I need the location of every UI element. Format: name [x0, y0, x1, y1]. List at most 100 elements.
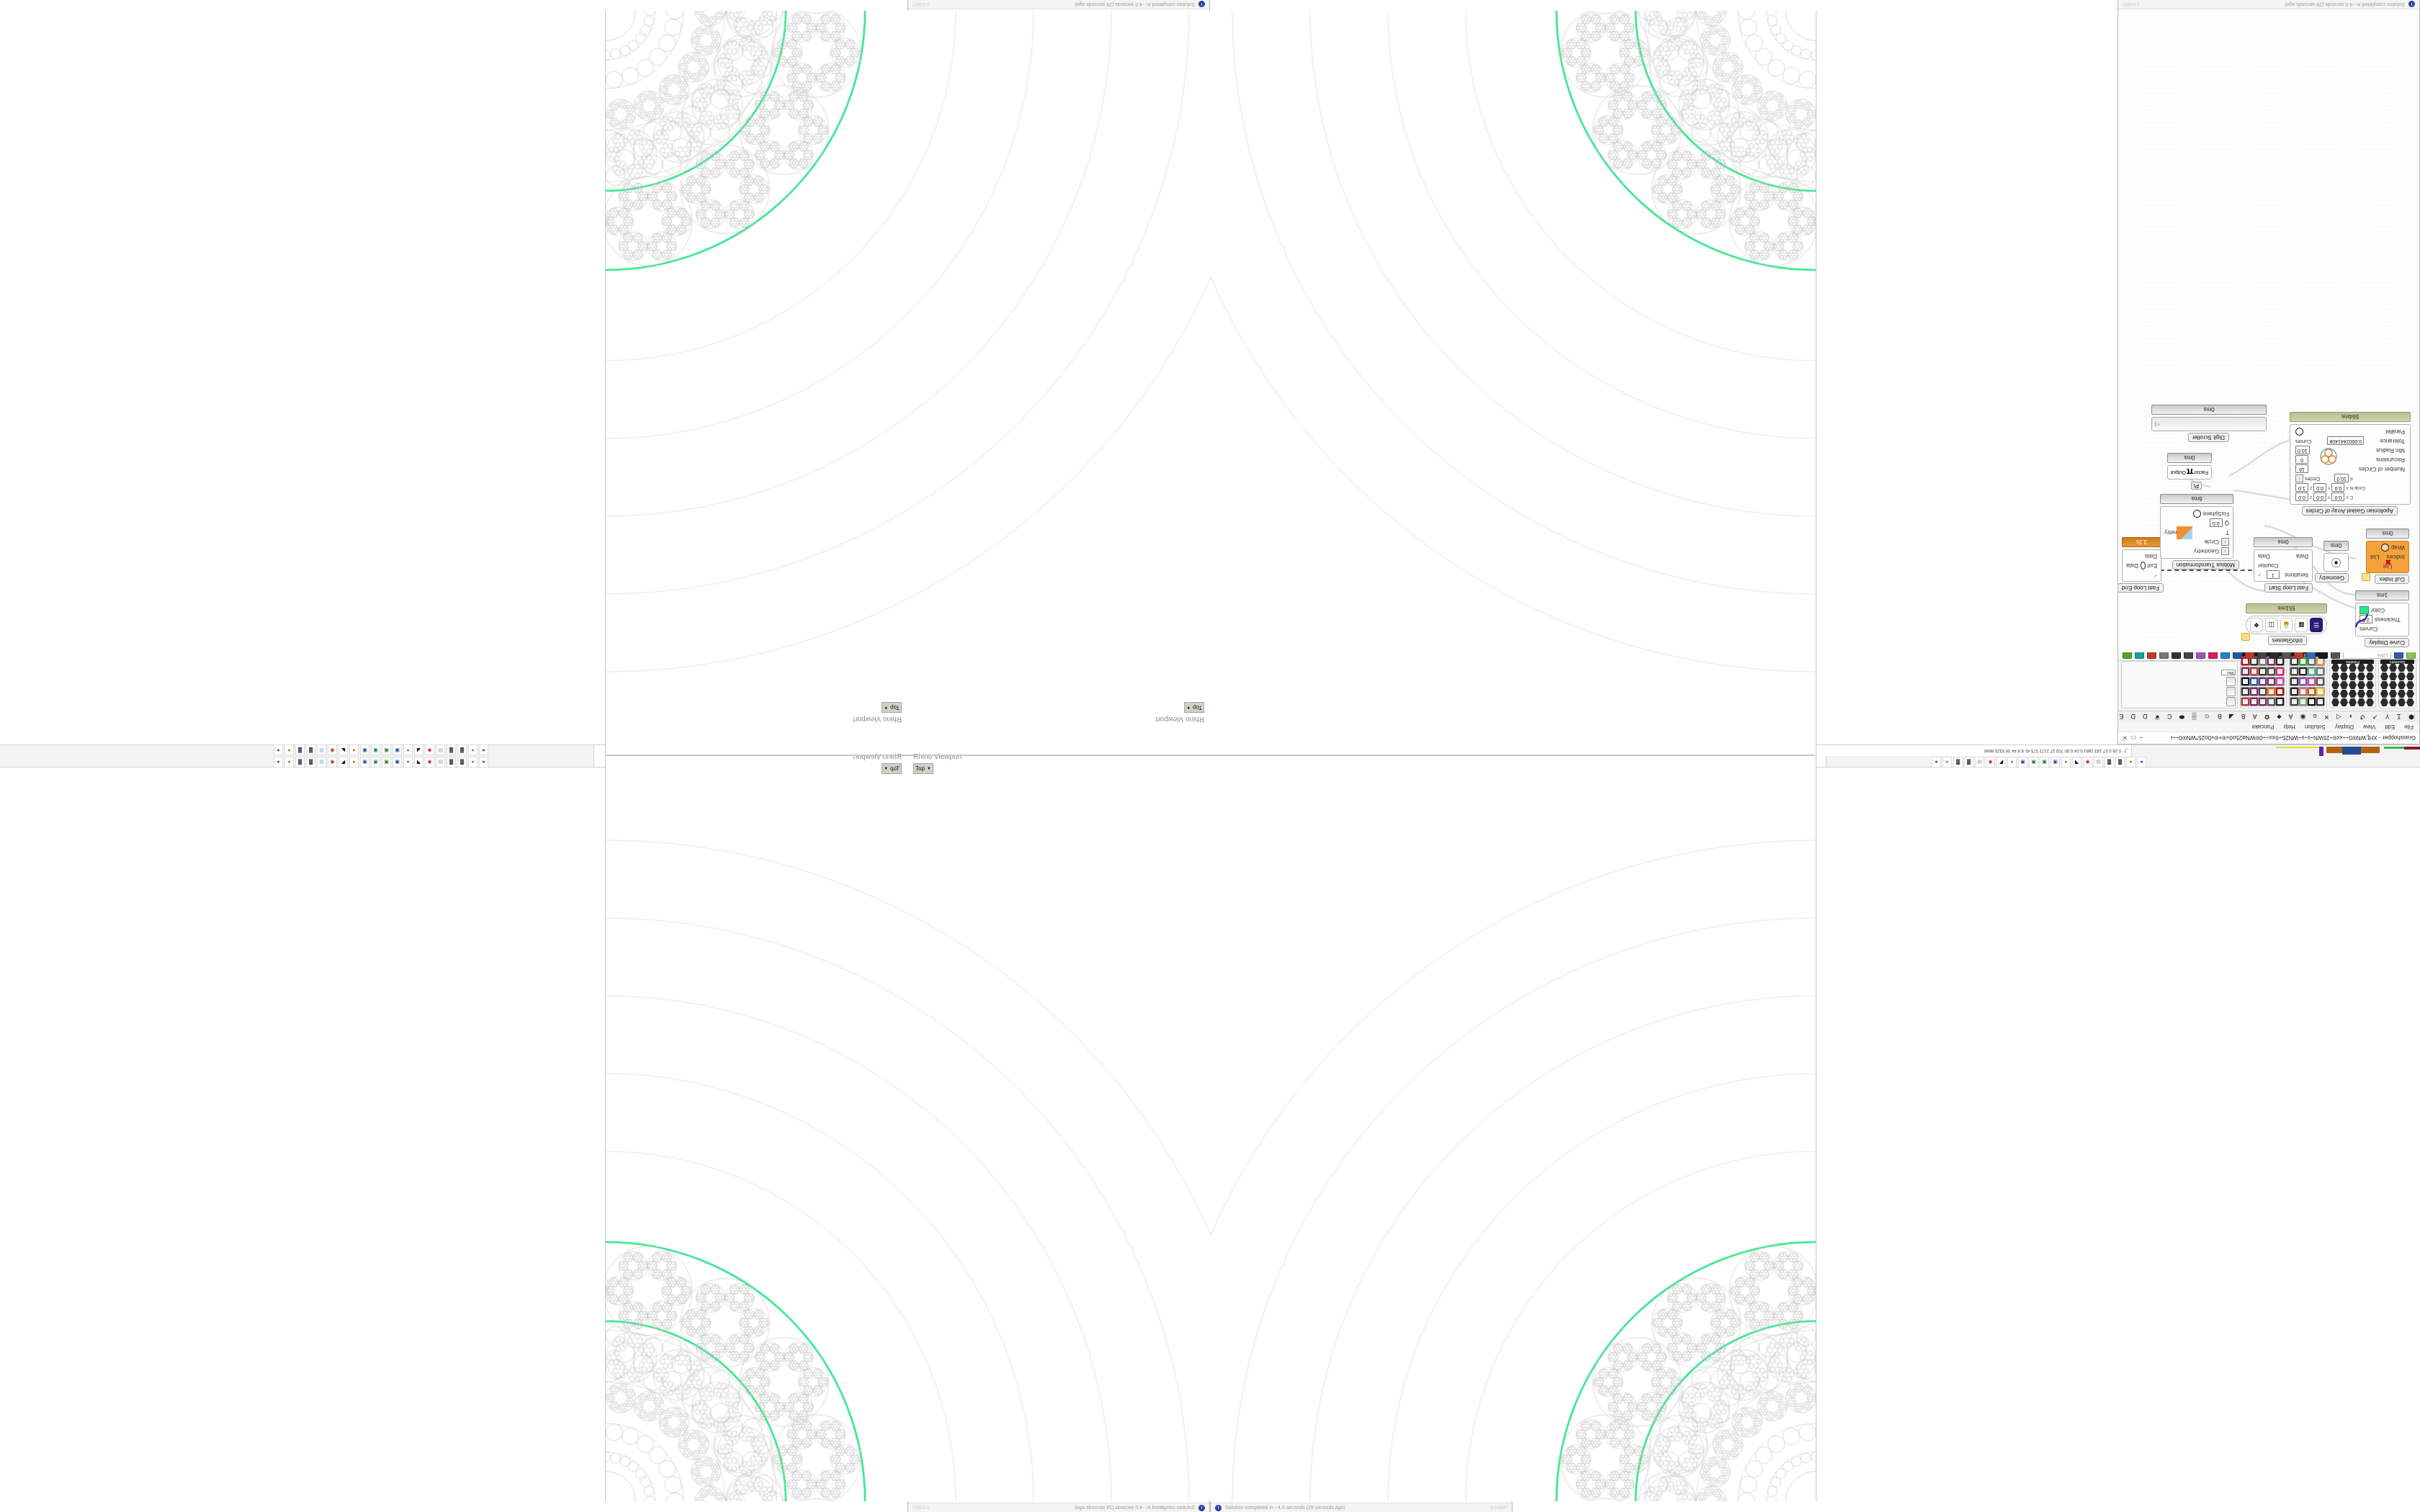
resize-grip[interactable]: [2121, 737, 2125, 742]
c-y-field[interactable]: 0.0: [2313, 492, 2327, 502]
maze2-icon[interactable]: ▓: [447, 744, 456, 755]
sets-tab[interactable]: Υ: [2385, 713, 2390, 721]
menu-item-view[interactable]: View: [2363, 724, 2376, 730]
node-pi[interactable]: Pi Factor π Output 0ms: [2167, 453, 2212, 490]
port-row-geometry[interactable]: ↓Geometry: [2161, 546, 2233, 556]
firefox-icon-mirror[interactable]: ●: [284, 744, 294, 755]
recursions-field[interactable]: 0: [2295, 455, 2308, 464]
component-icon[interactable]: [2331, 690, 2339, 698]
up-arrow-icon[interactable]: ↑: [2221, 538, 2229, 546]
firefox2-icon-mirror[interactable]: ●: [349, 744, 359, 755]
menu-bar[interactable]: File Edit View Display Solution Help Pancake: [2118, 722, 2419, 732]
q-field[interactable]: 0.0: [2209, 518, 2223, 528]
firefox-icon-mirror[interactable]: ●: [2126, 757, 2136, 768]
maze2-icon[interactable]: ▓: [447, 757, 456, 768]
tag-icon[interactable]: 🔒: [2280, 618, 2293, 632]
node-geometry-param[interactable]: Geometry ⦿ 0ms: [2314, 541, 2349, 582]
down-arrow-icon[interactable]: ↓: [2221, 547, 2229, 555]
maze-icon[interactable]: ▓: [1953, 757, 1963, 768]
tolerance-field[interactable]: 0.0002441408: [2327, 436, 2365, 446]
firefox2-icon-mirror[interactable]: ●: [2061, 757, 2071, 768]
port-row-circle[interactable]: ↑Circle: [2161, 537, 2233, 546]
params-tab[interactable]: ⬢: [2408, 712, 2415, 721]
app-violet-icon[interactable]: ●: [479, 757, 488, 768]
n-y-field[interactable]: 0.0: [2313, 483, 2327, 492]
intersect-tab[interactable]: ✕: [2323, 714, 2330, 721]
notepad-icon-mirror[interactable]: ▤: [317, 757, 326, 768]
component-icon[interactable]: [2349, 664, 2357, 672]
firefox-icon-mirror[interactable]: ●: [284, 757, 294, 768]
component-icon[interactable]: [2349, 690, 2357, 698]
firefox2-icon-mirror[interactable]: ●: [349, 757, 359, 768]
curve-tab[interactable]: ↺: [2360, 714, 2365, 721]
component-icon[interactable]: [2357, 698, 2365, 706]
viewport-splitter[interactable]: [605, 755, 1815, 756]
component-icon[interactable]: [2249, 667, 2259, 676]
notepad-icon[interactable]: ▤: [1975, 757, 1984, 768]
maze-icon-mirror[interactable]: ▓: [295, 744, 305, 755]
display-tab[interactable]: ◉: [2300, 714, 2306, 721]
rhino-icon[interactable]: ◉: [1986, 757, 1995, 768]
row-tolerance[interactable]: Tolerance 0.0002441408 Curves: [2292, 436, 2408, 446]
ribbon-icon-grid[interactable]: [2290, 657, 2325, 706]
component-icon[interactable]: [2349, 698, 2357, 706]
maze-icon[interactable]: ▓: [457, 757, 467, 768]
menu-item-edit[interactable]: Edit: [2385, 724, 2396, 730]
viewport-mode-dropdown[interactable]: Top ▼: [882, 763, 902, 774]
plugin-a-tab[interactable]: A: [2288, 713, 2293, 721]
component-icon[interactable]: [2398, 698, 2406, 706]
plugin-e-tab[interactable]: E: [2119, 713, 2124, 721]
component-icon[interactable]: [2357, 672, 2365, 680]
component-icon[interactable]: [2316, 687, 2325, 696]
port-row-iterations[interactable]: Iterations 1 >: [2254, 570, 2312, 580]
firefox2-icon[interactable]: ●: [2007, 757, 2017, 768]
photo-icon-mirror[interactable]: ◢: [339, 744, 348, 755]
port-row-fixsphere[interactable]: FixSphere: [2161, 509, 2233, 518]
component-icon[interactable]: [2389, 664, 2397, 672]
component-icon[interactable]: [2366, 698, 2374, 706]
row-parallel[interactable]: Parallel: [2292, 427, 2408, 436]
window-title-bar[interactable]: Grasshopper - XH[,WN®0÷÷xx®÷25WN÷x÷x÷WN2…: [2118, 732, 2419, 744]
plugin-grid-tab[interactable]: ▒: [2192, 713, 2197, 721]
maths-tab[interactable]: Σ: [2396, 713, 2401, 721]
puzzle-icon[interactable]: ❖: [2250, 618, 2263, 632]
component-icon[interactable]: [2340, 672, 2348, 680]
circles-flatten-icon[interactable]: ↓: [2295, 474, 2303, 482]
app-violet-icon[interactable]: ●: [479, 744, 488, 755]
plugin-cloud-tab[interactable]: ✿: [2264, 714, 2270, 721]
component-icon[interactable]: [2398, 664, 2406, 672]
component-icon[interactable]: [2366, 681, 2374, 689]
component-icon[interactable]: [2398, 672, 2406, 680]
component-icon[interactable]: [2331, 664, 2339, 672]
save-blue-icon-mirror[interactable]: ▣: [360, 744, 369, 755]
firefox-icon[interactable]: ●: [468, 757, 478, 768]
component-icon[interactable]: [2275, 667, 2285, 676]
ribbon-icon-grid[interactable]: [2331, 664, 2374, 706]
node-body[interactable]: ↓Geometry ↑Circle TGeometry Q0.0 FixSphe…: [2160, 506, 2233, 559]
number-of-circles-field[interactable]: 16: [2295, 464, 2308, 474]
mesh-tab[interactable]: ◁: [2336, 714, 2342, 721]
component-icon[interactable]: [2307, 697, 2316, 706]
component-icon[interactable]: [2406, 690, 2414, 698]
notepad-icon[interactable]: ▤: [436, 744, 445, 755]
photo-icon-mirror[interactable]: ◢: [339, 757, 348, 768]
component-icon[interactable]: [2290, 687, 2299, 696]
rhino-icon-mirror[interactable]: ◉: [2083, 757, 2092, 768]
ribbon-icon-grid[interactable]: [2123, 677, 2236, 706]
component-icon[interactable]: [2380, 672, 2388, 680]
min-radius-field[interactable]: 10.0: [2295, 446, 2310, 455]
component-icon[interactable]: [2389, 698, 2397, 706]
r-field[interactable]: 10.0: [2334, 474, 2349, 483]
component-icon[interactable]: [2275, 687, 2285, 696]
fixsphere-toggle[interactable]: [2192, 510, 2201, 518]
node-body[interactable]: < Exit Data Data: [2122, 549, 2161, 582]
component-icon[interactable]: [2298, 667, 2308, 676]
node-fast-loop-start[interactable]: Fast Loop Start Iterations 1 > Counter D…: [2254, 537, 2313, 593]
component-icon[interactable]: [2380, 681, 2388, 689]
c-z-field[interactable]: 0.0: [2295, 492, 2308, 502]
component-icon[interactable]: [2366, 672, 2374, 680]
